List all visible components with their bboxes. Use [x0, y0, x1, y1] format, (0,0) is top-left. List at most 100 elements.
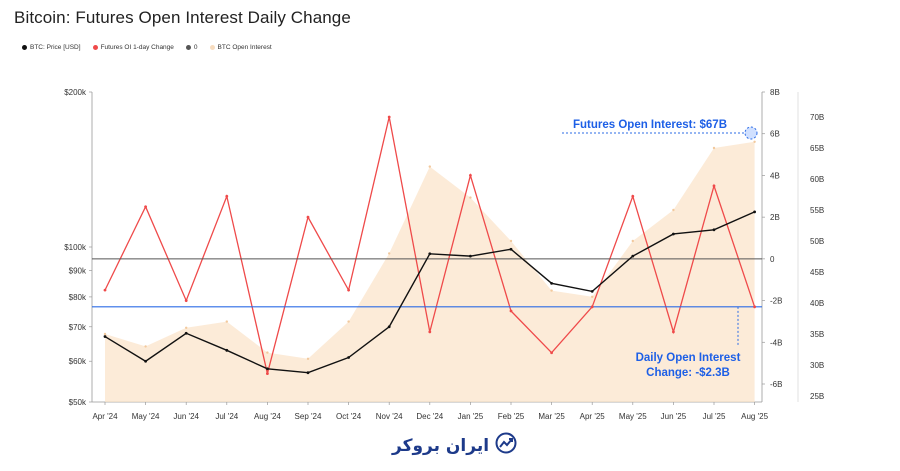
open-interest-point	[550, 289, 553, 292]
oi-change-point	[550, 351, 553, 355]
x-tick-label: Apr '24	[92, 412, 118, 421]
right-tick-label: 4B	[770, 171, 780, 180]
price-point	[347, 356, 350, 359]
oi-change-point	[266, 372, 269, 375]
right-tick-label: -2B	[770, 297, 782, 306]
x-tick-label: Jun '25	[661, 412, 687, 421]
legend-label-open-interest: BTC Open Interest	[217, 44, 272, 51]
outer-right-tick-label: 55B	[810, 206, 824, 215]
left-tick-label: $100k	[64, 243, 87, 252]
oi-change-point	[712, 184, 716, 188]
outer-right-tick-label: 50B	[810, 237, 824, 246]
x-tick-label: May '25	[619, 412, 647, 421]
price-point	[103, 335, 107, 338]
right-tick-label: 6B	[770, 130, 780, 139]
open-interest-point	[712, 146, 716, 150]
annotation-futures-open-interest: Futures Open Interest: $67B	[573, 119, 727, 131]
x-tick-label: Dec '24	[416, 412, 443, 421]
left-tick-label: $50k	[69, 398, 87, 407]
price-point	[712, 228, 716, 232]
oi-change-point	[387, 115, 391, 119]
x-tick-label: Aug '24	[254, 412, 281, 421]
price-point	[590, 289, 594, 293]
open-interest-point	[469, 196, 472, 199]
legend-dot-oi-change	[92, 45, 98, 50]
left-tick-label: $70k	[69, 323, 87, 332]
x-tick-label: Sep '24	[295, 412, 322, 421]
oi-change-point	[631, 194, 635, 198]
oi-change-point	[509, 309, 513, 313]
outer-right-tick-label: 65B	[810, 144, 824, 153]
outer-right-tick-label: 25B	[810, 392, 824, 401]
legend-dot-open-interest	[209, 45, 215, 50]
legend-item-price: BTC: Price [USD]	[22, 44, 81, 51]
legend-item-oi-change: Futures OI 1-day Change	[92, 44, 174, 51]
open-interest-point	[672, 208, 675, 212]
outer-right-tick-label: 35B	[810, 330, 824, 339]
oi-change-point	[469, 174, 472, 177]
price-point	[266, 367, 269, 371]
open-interest-point	[428, 165, 431, 168]
price-point	[184, 331, 188, 335]
legend-item-zero: 0	[185, 44, 198, 51]
x-tick-label: May '24	[132, 412, 160, 421]
x-tick-label: Jun '24	[173, 412, 199, 421]
x-tick-label: Oct '24	[336, 412, 362, 421]
trend-logo-icon	[495, 432, 517, 459]
oi-change-point	[428, 330, 432, 334]
oi-change-point	[753, 305, 756, 309]
x-tick-label: Jan '25	[458, 412, 484, 421]
annotation-daily-oi-change-line2: Change: -$2.3B	[646, 367, 730, 379]
open-interest-point	[225, 320, 228, 323]
price-point	[387, 325, 391, 329]
oi-change-point	[590, 305, 594, 309]
right-tick-label: -4B	[770, 338, 782, 347]
price-point	[225, 348, 229, 352]
legend-label-oi-change: Futures OI 1-day Change	[100, 44, 174, 51]
open-interest-point	[509, 239, 513, 243]
logo-text: ایران بروکر	[392, 435, 490, 456]
legend-dot-price	[22, 45, 27, 50]
outer-right-tick-label: 40B	[810, 299, 824, 308]
right-tick-label: -6B	[770, 380, 782, 389]
oi-change-point	[225, 194, 229, 198]
x-tick-label: Apr '25	[580, 412, 606, 421]
price-point	[306, 371, 310, 375]
left-tick-label: $80k	[69, 293, 87, 302]
x-tick-label: Nov '24	[376, 412, 403, 421]
open-interest-point	[185, 326, 188, 329]
legend-item-open-interest: BTC Open Interest	[209, 44, 272, 51]
price-point	[550, 281, 553, 285]
price-point	[672, 232, 675, 236]
chart-title: Bitcoin: Futures Open Interest Daily Cha…	[14, 8, 351, 27]
left-tick-label: $200k	[64, 88, 87, 97]
outer-right-tick-label: 70B	[810, 113, 824, 122]
price-point	[428, 252, 432, 256]
outer-right-tick-label: 60B	[810, 175, 824, 184]
legend-label-price: BTC: Price [USD]	[30, 44, 81, 51]
oi-change-point	[347, 288, 350, 292]
open-interest-point	[591, 295, 594, 298]
left-tick-label: $60k	[69, 357, 87, 366]
left-tick-label: $90k	[69, 267, 87, 276]
series-open-interest-area	[105, 141, 755, 403]
legend-dot-zero	[185, 45, 191, 50]
x-tick-label: Aug '25	[741, 412, 768, 421]
annotation-daily-oi-change-line1: Daily Open Interest	[636, 352, 741, 364]
x-tick-label: Mar '25	[538, 412, 565, 421]
open-interest-point	[103, 332, 107, 336]
oi-change-point	[306, 215, 310, 219]
open-interest-point	[144, 345, 147, 348]
x-tick-label: Jul '25	[703, 412, 726, 421]
outer-right-tick-label: 45B	[810, 268, 824, 277]
watermark: ایران بروکر	[392, 432, 517, 459]
price-point	[469, 254, 472, 258]
price-point	[753, 210, 756, 214]
legend: BTC: Price [USD] Futures OI 1-day Change…	[22, 44, 272, 51]
x-tick-label: Feb '25	[498, 412, 525, 421]
open-interest-point	[631, 239, 634, 243]
oi-change-point	[103, 288, 107, 292]
open-interest-point	[388, 252, 391, 255]
right-tick-label: 0	[770, 255, 775, 264]
